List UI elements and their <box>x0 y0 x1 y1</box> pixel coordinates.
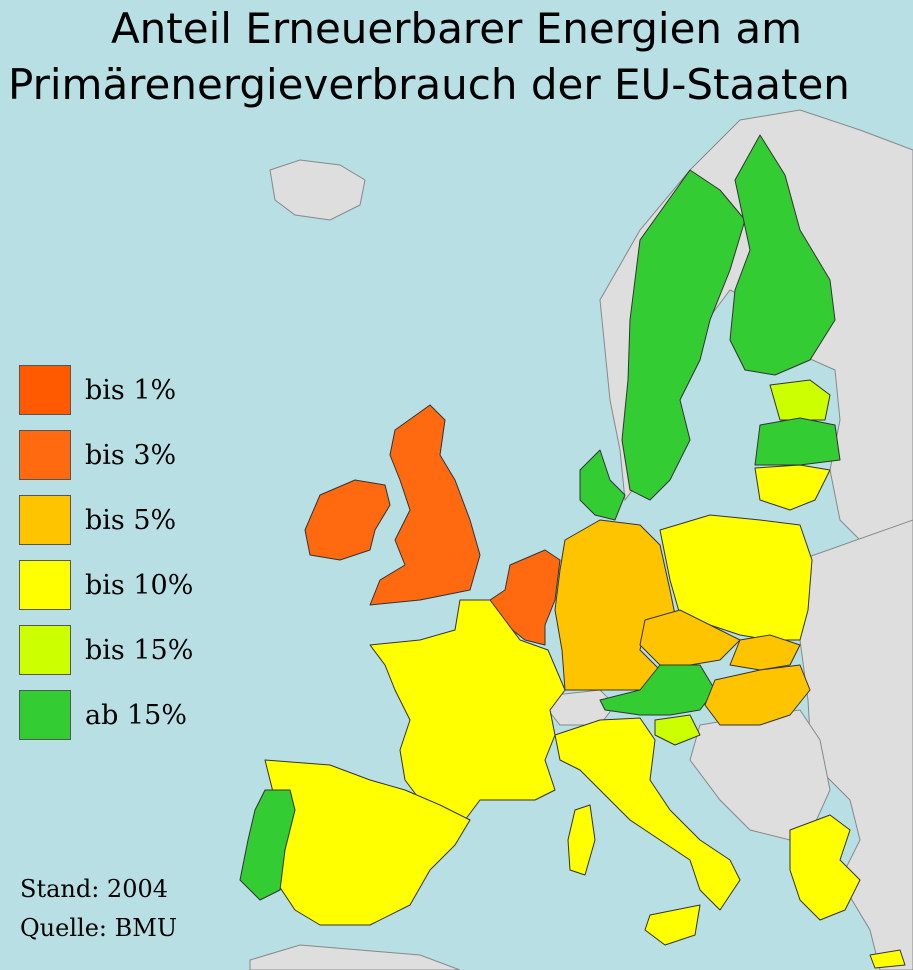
country-denmark <box>579 449 626 521</box>
legend-label: bis 10% <box>85 569 194 601</box>
map-title-line-1: Anteil Erneuerbarer Energien am <box>110 4 803 53</box>
legend-item: bis 5% <box>19 494 193 546</box>
legend-label: bis 1% <box>85 374 177 406</box>
country-italy-sardinia <box>567 804 596 876</box>
map-title-line-2: Primärenergieverbrauch der EU-Staaten <box>8 60 850 109</box>
legend-item: bis 15% <box>19 624 193 676</box>
country-slovenia <box>654 714 701 746</box>
country-finland <box>729 134 836 376</box>
country-uk <box>369 404 481 606</box>
country-ireland <box>304 479 391 561</box>
country-czechia <box>639 609 741 666</box>
legend-swatch <box>19 560 71 610</box>
country-greece <box>789 814 861 921</box>
source-note: Quelle: BMU <box>20 914 178 942</box>
legend-item: bis 10% <box>19 559 193 611</box>
legend: bis 1% bis 3% bis 5% bis 10% bis 15% ab … <box>19 364 193 754</box>
country-slovakia <box>729 634 801 671</box>
country-lithuania <box>754 464 831 511</box>
country-italy-sicily <box>644 904 701 946</box>
legend-label: bis 15% <box>85 634 194 666</box>
legend-swatch <box>19 690 71 740</box>
legend-label: ab 15% <box>85 699 187 731</box>
legend-swatch <box>19 430 71 480</box>
country-cyprus <box>869 949 906 969</box>
north-africa-land <box>249 944 461 970</box>
date-note: Stand: 2004 <box>20 875 169 903</box>
legend-swatch <box>19 365 71 415</box>
legend-label: bis 5% <box>85 504 177 536</box>
country-italy <box>554 717 741 911</box>
country-netherlands-belgium <box>489 549 561 646</box>
country-france <box>369 599 566 821</box>
country-germany <box>554 519 676 691</box>
country-sweden <box>621 169 746 501</box>
legend-label: bis 3% <box>85 439 177 471</box>
country-portugal <box>239 789 296 901</box>
legend-swatch <box>19 625 71 675</box>
legend-item: bis 1% <box>19 364 193 416</box>
country-hungary <box>704 664 811 726</box>
legend-swatch <box>19 495 71 545</box>
iceland-land <box>269 159 366 221</box>
country-latvia <box>754 417 841 466</box>
legend-item: ab 15% <box>19 689 193 741</box>
legend-item: bis 3% <box>19 429 193 481</box>
balkans-land <box>689 709 831 841</box>
country-estonia <box>769 379 831 421</box>
